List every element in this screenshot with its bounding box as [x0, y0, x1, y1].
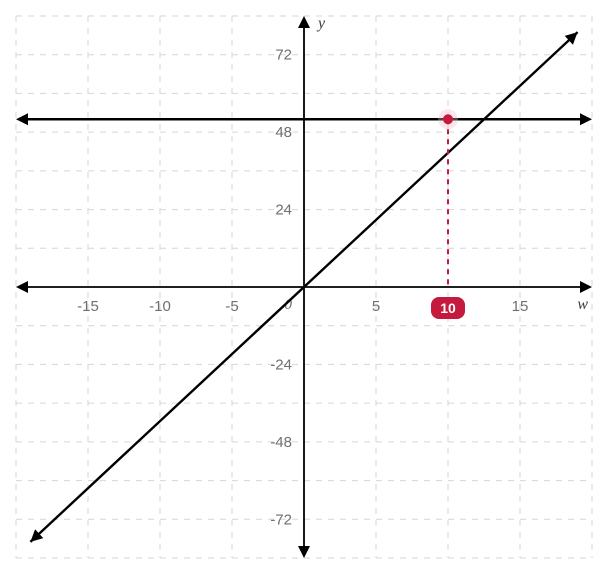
- arrowhead: [298, 16, 310, 28]
- x-axis-label: w: [577, 296, 588, 313]
- x-tick-label: -15: [77, 298, 99, 315]
- intersection-point: [443, 114, 453, 124]
- arrowhead: [580, 113, 592, 125]
- y-tick-label: -72: [270, 511, 292, 528]
- y-tick-label: -48: [270, 434, 292, 451]
- y-tick-label: -24: [270, 356, 292, 373]
- y-tick-label: 72: [275, 47, 292, 64]
- arrowhead: [16, 281, 28, 293]
- coordinate-plane-chart: -15-10-5515-72-48-242448720yw10: [0, 0, 608, 574]
- chart-svg: -15-10-5515-72-48-242448720yw10: [0, 0, 608, 574]
- arrowhead: [298, 546, 310, 558]
- x-tick-label: 15: [512, 298, 529, 315]
- arrowhead: [16, 113, 28, 125]
- x-tick-label: -5: [225, 298, 238, 315]
- y-axis-label: y: [316, 15, 326, 32]
- x-tick-label: 5: [372, 298, 380, 315]
- x-value-badge-text: 10: [440, 300, 456, 316]
- y-tick-label: 24: [275, 202, 292, 219]
- arrowhead: [580, 281, 592, 293]
- y-tick-label: 48: [275, 124, 292, 141]
- x-tick-label: -10: [149, 298, 171, 315]
